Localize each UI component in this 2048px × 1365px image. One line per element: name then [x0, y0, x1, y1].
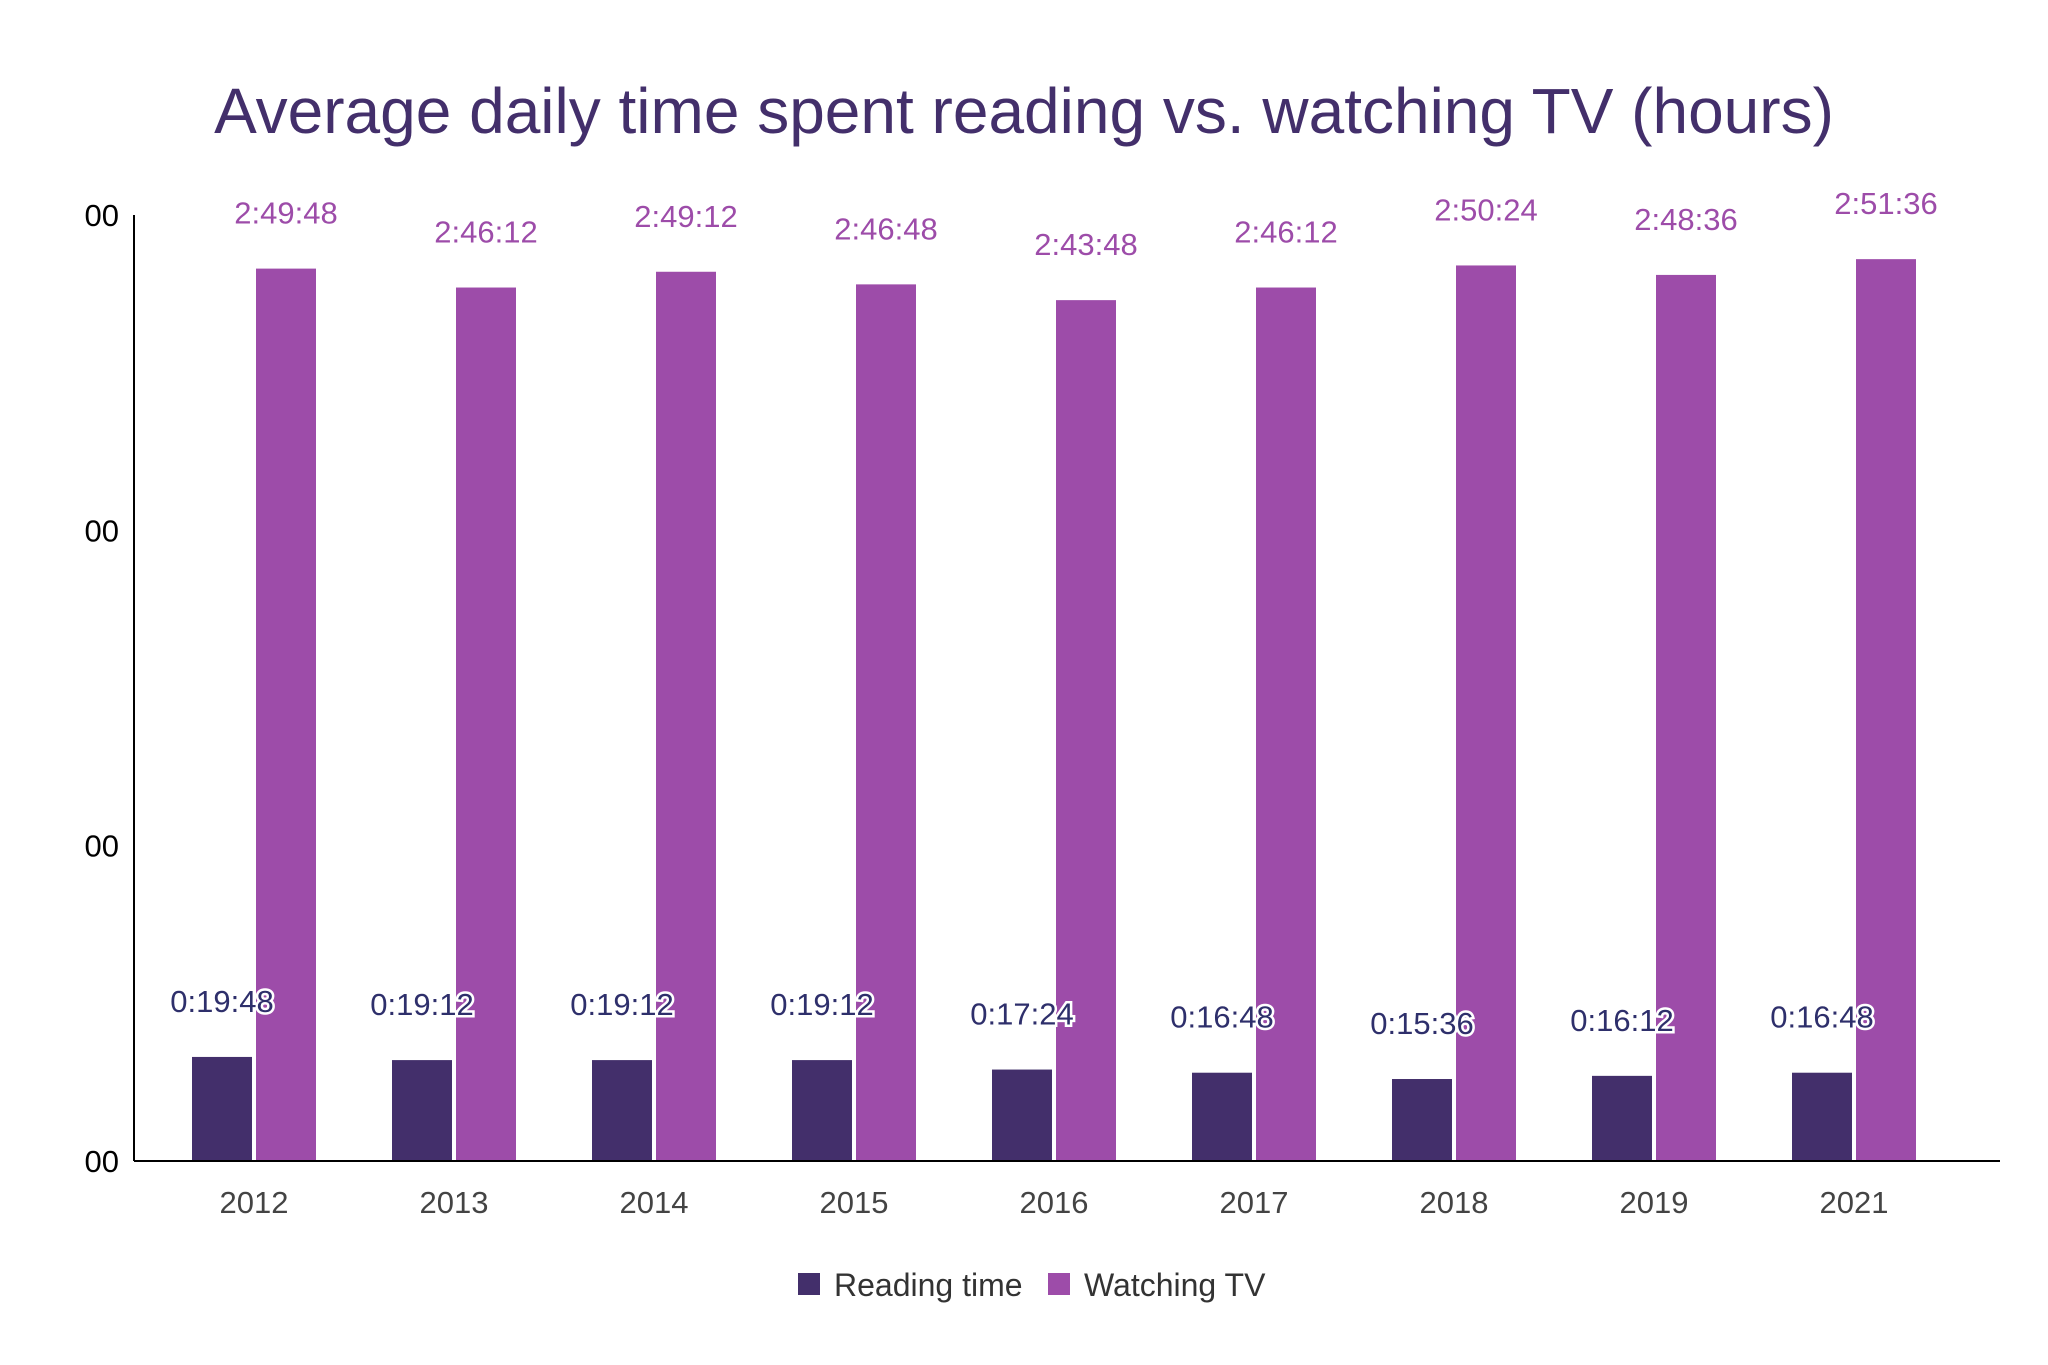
y-tick-label: 00: [85, 829, 119, 864]
legend: Reading time Watching TV: [798, 1267, 1266, 1303]
legend-swatch-reading-time: [798, 1273, 820, 1295]
bar-watching-tv[interactable]: [856, 284, 916, 1162]
bar-reading-time[interactable]: [1192, 1072, 1252, 1161]
data-label-reading-time: 0:19:12: [370, 987, 473, 1022]
y-tick-label: 00: [85, 198, 119, 233]
data-label-reading-time: 0:15:36: [1370, 1006, 1473, 1041]
y-axis-ticks: 00 00 00 00: [85, 198, 119, 1179]
data-label-reading-time: 0:19:48: [170, 984, 273, 1019]
chart-title: Average daily time spent reading vs. wat…: [214, 75, 1834, 147]
bar-group: [192, 259, 1916, 1162]
bar-watching-tv[interactable]: [456, 287, 516, 1161]
x-tick-label: 2017: [1220, 1185, 1289, 1220]
bar-watching-tv[interactable]: [1856, 259, 1916, 1161]
data-label-watching-tv: 2:43:48: [1034, 227, 1137, 262]
bar-reading-time[interactable]: [1392, 1079, 1452, 1161]
bar-reading-time[interactable]: [1592, 1075, 1652, 1161]
x-axis-ticks: 2012 2013 2014 2015 2016 2017 2018 2019 2021: [220, 1185, 1889, 1220]
y-tick-label: 00: [85, 513, 119, 548]
data-label-watching-tv: 2:48:36: [1634, 202, 1737, 237]
x-tick-label: 2018: [1420, 1185, 1489, 1220]
legend-label-reading-time: Reading time: [834, 1267, 1023, 1303]
data-label-watching-tv: 2:51:36: [1834, 186, 1937, 221]
data-label-reading-time: 0:19:12: [570, 987, 673, 1022]
data-label-watching-tv: 2:49:12: [634, 199, 737, 234]
x-tick-label: 2014: [620, 1185, 689, 1220]
data-label-reading-time: 0:16:48: [1770, 1000, 1873, 1035]
x-tick-label: 2015: [820, 1185, 889, 1220]
bar-reading-time[interactable]: [1792, 1072, 1852, 1161]
data-label-watching-tv: 2:46:12: [1234, 215, 1337, 250]
data-label-watching-tv: 2:49:48: [234, 196, 337, 231]
x-tick-label: 2016: [1020, 1185, 1089, 1220]
x-tick-label: 2012: [220, 1185, 289, 1220]
bar-watching-tv[interactable]: [256, 268, 316, 1161]
bar-watching-tv[interactable]: [1656, 274, 1716, 1161]
legend-swatch-watching-tv: [1048, 1273, 1070, 1295]
data-label-group: 0:19:48 2:49:48 0:19:12 2:46:12 0:19:12 2:49:…: [168, 186, 1938, 1043]
x-tick-label: 2019: [1620, 1185, 1689, 1220]
bar-watching-tv[interactable]: [1456, 265, 1516, 1161]
bar-reading-time[interactable]: [792, 1060, 852, 1161]
bar-watching-tv[interactable]: [656, 271, 716, 1161]
x-tick-label: 2013: [420, 1185, 489, 1220]
data-label-watching-tv: 2:46:12: [434, 215, 537, 250]
bar-reading-time[interactable]: [592, 1060, 652, 1161]
bar-watching-tv[interactable]: [1256, 287, 1316, 1161]
data-label-watching-tv: 2:46:48: [834, 211, 937, 246]
data-label-reading-time: 0:17:24: [970, 997, 1073, 1032]
data-label-reading-time: 0:16:12: [1570, 1003, 1673, 1038]
data-label-reading-time: 0:16:48: [1170, 1000, 1273, 1035]
y-tick-label: 00: [85, 1144, 119, 1179]
x-tick-label: 2021: [1820, 1185, 1889, 1220]
legend-item-reading-time[interactable]: Reading time: [798, 1267, 1023, 1303]
bar-watching-tv[interactable]: [1056, 300, 1116, 1161]
bar-reading-time[interactable]: [992, 1069, 1052, 1161]
bar-reading-time[interactable]: [392, 1060, 452, 1161]
legend-label-watching-tv: Watching TV: [1084, 1267, 1266, 1303]
data-label-watching-tv: 2:50:24: [1434, 192, 1537, 227]
legend-item-watching-tv[interactable]: Watching TV: [1048, 1267, 1266, 1303]
bar-reading-time[interactable]: [192, 1056, 252, 1161]
data-label-reading-time: 0:19:12: [770, 987, 873, 1022]
